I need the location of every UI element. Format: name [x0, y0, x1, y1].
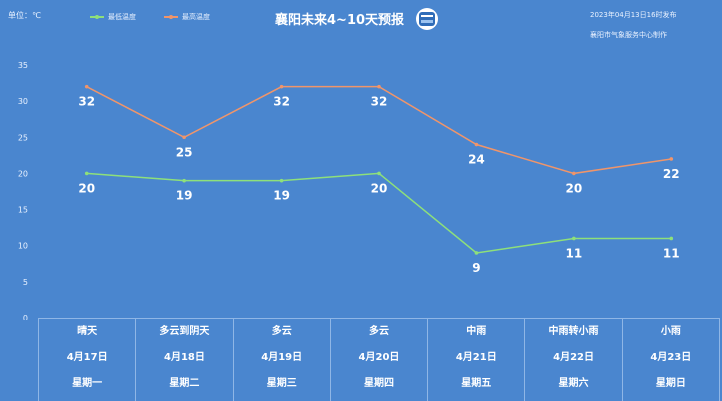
weather-label: 晴天	[77, 326, 98, 337]
data-label-low: 20	[371, 181, 388, 195]
y-tick-label: 15	[18, 206, 28, 215]
date-label: 4月18日	[163, 352, 205, 363]
legend-label-low: 最低温度	[108, 13, 136, 21]
data-label-high: 32	[371, 95, 388, 109]
data-point-low	[279, 178, 284, 183]
data-label-low: 19	[273, 189, 290, 203]
data-point-low	[572, 236, 576, 241]
forecast-day-4: 多云 4月20日星期四	[329, 319, 427, 401]
forecast-table: 晴天 4月17日星期一 多云到阴天 4月18日星期二 多云 4月19日星期三 多云 4月20日…	[38, 318, 720, 401]
weekday-label: 星期三	[266, 378, 297, 389]
data-label-low: 11	[566, 246, 583, 260]
data-label-low: 11	[663, 246, 680, 260]
data-label-high: 24	[468, 153, 485, 167]
forecast-day-2: 多云到阴天 4月18日星期二	[135, 319, 232, 401]
data-label-low: 9	[472, 261, 480, 275]
data-label-high: 32	[273, 95, 290, 109]
weather-label: 多云到阴天	[159, 326, 210, 337]
date-label: 4月22日	[553, 352, 594, 363]
producer-label: 襄阳市气象服务中心制作	[590, 31, 667, 39]
y-tick-label: 25	[18, 133, 28, 142]
y-tick-label: 20	[18, 169, 28, 178]
weather-label: 小雨	[660, 326, 681, 337]
date-label: 4月21日	[455, 352, 497, 363]
data-point-high	[182, 135, 186, 140]
y-tick-label: 30	[18, 97, 28, 106]
data-point-low	[474, 251, 479, 255]
data-label-low: 19	[176, 189, 193, 203]
weather-label: 中雨转小雨	[548, 326, 599, 337]
weather-label: 中雨	[466, 326, 487, 337]
legend-swatch-high	[164, 15, 178, 19]
weekday-label: 星期六	[558, 378, 589, 389]
legend-label-high: 最高温度	[182, 13, 210, 21]
data-label-high: 32	[78, 95, 95, 109]
data-point-low	[377, 171, 381, 176]
weekday-label: 星期日	[655, 378, 686, 389]
data-point-high	[84, 84, 89, 89]
forecast-day-6: 中雨转小雨 4月22日星期六	[524, 319, 621, 401]
weather-label: 多云	[271, 326, 292, 337]
weekday-label: 星期四	[363, 378, 394, 389]
forecast-day-7: 小雨 4月23日星期日	[621, 319, 720, 401]
date-label: 4月19日	[261, 352, 303, 363]
unit-label: 单位：℃	[8, 11, 41, 20]
y-tick-label: 10	[18, 242, 28, 251]
weekday-label: 星期二	[169, 378, 200, 389]
weekday-label: 星期一	[72, 378, 103, 389]
forecast-day-1: 晴天 4月17日星期一	[38, 319, 135, 401]
data-label-high: 20	[566, 181, 583, 195]
data-point-low	[669, 236, 674, 241]
weather-label: 多云	[368, 326, 389, 337]
y-tick-label: 5	[23, 278, 28, 287]
data-point-high	[474, 142, 479, 147]
data-label-high: 25	[176, 145, 193, 159]
forecast-day-5: 中雨 4月21日星期五	[427, 319, 524, 401]
weekday-label: 星期五	[461, 378, 492, 389]
issued-time: 2023年04月13日16时发布	[590, 11, 677, 19]
data-label-low: 20	[78, 181, 95, 195]
temperature-line-chart: 0 5 10 15 20 25 30 35 20 19 19 20 9 11 11 32 25 32 32 24 20 2…	[18, 61, 680, 320]
data-point-low	[84, 171, 89, 176]
y-tick-label: 35	[18, 61, 28, 70]
forecast-day-3: 多云 4月19日星期三	[232, 319, 330, 401]
data-label-high: 22	[663, 167, 680, 181]
date-label: 4月20日	[358, 352, 400, 363]
data-point-high	[377, 84, 381, 89]
data-point-high	[279, 84, 284, 89]
date-label: 4月23日	[650, 352, 692, 363]
legend-item-low: 最低温度	[90, 12, 136, 22]
date-label: 4月17日	[66, 352, 108, 363]
y-tick-label: 0	[23, 314, 28, 320]
legend-swatch-low	[90, 15, 104, 19]
weather-service-logo-icon	[416, 8, 438, 30]
legend-item-high: 最高温度	[164, 12, 210, 22]
data-point-high	[572, 171, 576, 176]
chart-title: 襄阳未来4~10天预报	[275, 13, 405, 28]
data-point-high	[669, 157, 674, 161]
data-point-low	[182, 178, 186, 183]
